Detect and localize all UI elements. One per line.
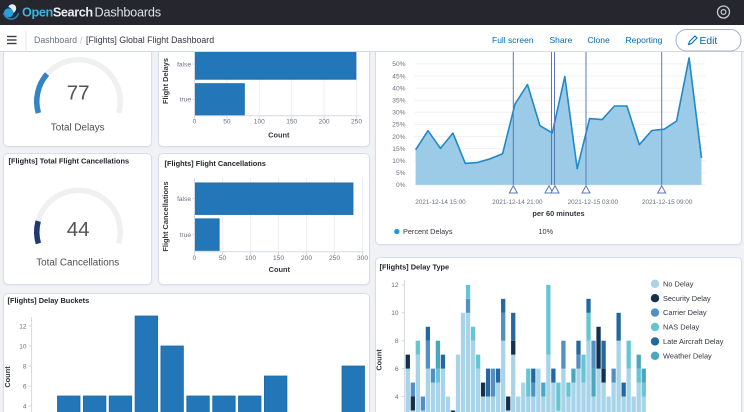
svg-text:15%: 15%: [392, 146, 405, 153]
svg-text:per 60 minutes: per 60 minutes: [532, 209, 584, 218]
svg-text:6: 6: [23, 383, 27, 390]
svg-text:10%: 10%: [539, 227, 554, 236]
svg-text:150: 150: [273, 255, 284, 262]
svg-text:Count: Count: [268, 130, 290, 139]
svg-text:OpenSearch: OpenSearch: [22, 5, 93, 19]
svg-text:5%: 5%: [396, 170, 406, 177]
svg-text:true: true: [180, 97, 192, 104]
svg-text:Edit: Edit: [700, 36, 718, 47]
svg-text:[Flights] Flight Cancellations: [Flights] Flight Cancellations: [165, 159, 266, 168]
svg-text:250: 250: [329, 255, 340, 262]
svg-text:Security Delay: Security Delay: [663, 294, 711, 303]
svg-text:0: 0: [193, 119, 197, 126]
svg-text:12: 12: [391, 282, 399, 289]
svg-text:2021-12-14 15:00: 2021-12-14 15:00: [415, 199, 466, 206]
svg-text:0: 0: [193, 255, 197, 262]
svg-text:10: 10: [391, 310, 399, 317]
svg-text:Flight Cancellations: Flight Cancellations: [161, 181, 170, 251]
svg-text:/: /: [80, 35, 83, 45]
svg-text:300: 300: [357, 255, 368, 262]
svg-text:6: 6: [395, 366, 399, 373]
svg-text:10: 10: [19, 343, 27, 350]
svg-text:20%: 20%: [392, 134, 405, 141]
svg-text:150: 150: [286, 119, 297, 126]
svg-text:Percent Delays: Percent Delays: [403, 227, 453, 236]
svg-text:40%: 40%: [392, 85, 405, 92]
svg-text:100: 100: [245, 255, 256, 262]
svg-text:2021-12-15 09:00: 2021-12-15 09:00: [642, 199, 693, 206]
svg-text:No Delay: No Delay: [663, 279, 694, 288]
svg-text:100: 100: [254, 119, 265, 126]
svg-text:10%: 10%: [392, 158, 405, 165]
svg-text:NAS Delay: NAS Delay: [663, 323, 699, 332]
svg-text:77: 77: [67, 82, 90, 105]
svg-text:2021-12-14 21:00: 2021-12-14 21:00: [492, 199, 543, 206]
svg-text:200: 200: [319, 119, 330, 126]
svg-text:44: 44: [67, 218, 90, 241]
svg-text:50: 50: [219, 255, 227, 262]
svg-text:45%: 45%: [392, 73, 405, 80]
svg-text:Count: Count: [269, 265, 291, 274]
svg-text:12: 12: [19, 323, 27, 330]
svg-text:true: true: [180, 232, 192, 239]
svg-text:Share: Share: [550, 35, 573, 45]
svg-text:25%: 25%: [392, 122, 405, 129]
svg-text:Flight Delays: Flight Delays: [161, 58, 170, 104]
svg-text:0%: 0%: [396, 182, 406, 189]
svg-text:Carrier Delay: Carrier Delay: [663, 308, 707, 317]
svg-text:[Flights] Delay Type: [Flights] Delay Type: [380, 263, 450, 272]
svg-text:[Flights] Delay Buckets: [Flights] Delay Buckets: [8, 296, 90, 305]
svg-text:35%: 35%: [392, 98, 405, 105]
svg-text:4: 4: [23, 403, 27, 410]
svg-text:Dashboard: Dashboard: [34, 35, 77, 45]
svg-text:Reporting: Reporting: [626, 35, 663, 45]
svg-text:50: 50: [223, 119, 231, 126]
svg-text:Late Aircraft Delay: Late Aircraft Delay: [663, 337, 724, 346]
svg-text:Total Cancellations: Total Cancellations: [36, 258, 119, 269]
svg-text:30%: 30%: [392, 110, 405, 117]
svg-text:Full screen: Full screen: [492, 35, 534, 45]
svg-text:Total Delays: Total Delays: [51, 122, 105, 133]
svg-text:8: 8: [23, 363, 27, 370]
svg-text:Weather Delay: Weather Delay: [663, 351, 712, 360]
svg-text:[Flights] Total Flight Cancell: [Flights] Total Flight Cancellations: [9, 157, 130, 166]
svg-text:Dashboards: Dashboards: [95, 5, 161, 19]
svg-text:Count: Count: [375, 349, 384, 371]
svg-text:Count: Count: [3, 366, 12, 388]
svg-text:[Flights] Global Flight Dashbo: [Flights] Global Flight Dashboard: [86, 35, 214, 45]
svg-text:200: 200: [301, 255, 312, 262]
svg-text:Clone: Clone: [588, 35, 610, 45]
svg-text:false: false: [177, 196, 191, 203]
svg-text:2021-12-15 03:00: 2021-12-15 03:00: [568, 199, 619, 206]
svg-text:8: 8: [395, 338, 399, 345]
svg-text:false: false: [177, 61, 191, 68]
svg-text:50%: 50%: [392, 61, 405, 68]
svg-text:250: 250: [351, 119, 362, 126]
svg-text:4: 4: [395, 394, 399, 401]
